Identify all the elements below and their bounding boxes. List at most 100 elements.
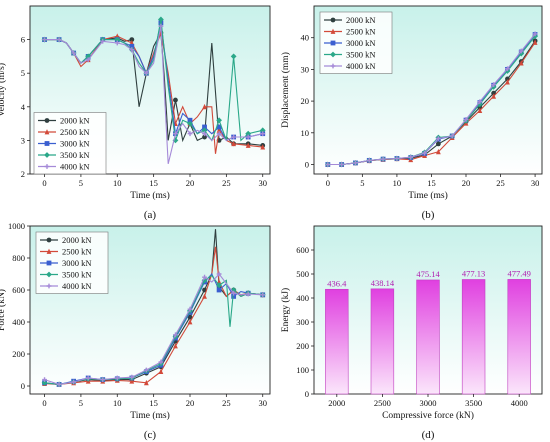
data-point [42, 37, 47, 42]
displacement-chart: 0 10 20 30 40 0 5 10 15 20 25 30 Time (ms) Displaceme… [280, 5, 543, 221]
series-5 [42, 271, 266, 387]
bar-value-label: 436.4 [327, 278, 347, 288]
data-point [216, 271, 222, 277]
x-tick-label: 0 [326, 178, 330, 188]
x-tick-label: 5 [79, 398, 83, 408]
bar-4000 [507, 279, 531, 395]
data-point [259, 127, 266, 134]
data-point [129, 378, 135, 384]
data-point [491, 93, 497, 99]
y-tick-label: 0 [305, 389, 309, 399]
y-tick-label: 3 [21, 135, 25, 145]
data-point [173, 131, 178, 137]
x-axis-label: Compressive force (kN) [382, 410, 474, 421]
series-line-5 [327, 33, 536, 166]
data-point [187, 314, 193, 320]
data-point [187, 306, 193, 312]
y-tick-label: 10 [301, 128, 310, 138]
panel-label: (b) [422, 209, 435, 221]
data-point [56, 37, 62, 42]
y-tick-label: 2 [21, 169, 25, 179]
x-tick-label: 15 [149, 178, 158, 188]
bar-2000 [325, 288, 349, 395]
legend-marker-2 [46, 248, 52, 254]
data-point [158, 359, 164, 365]
data-point [505, 66, 510, 72]
data-point [505, 79, 510, 85]
y-tick-label: 40 [301, 33, 310, 43]
legend-marker-2 [330, 28, 336, 34]
data-point [476, 101, 483, 108]
data-point [260, 292, 266, 298]
legend-label-4: 3500 kN [346, 50, 376, 60]
data-point [85, 57, 91, 63]
x-axis-label: Time (ms) [130, 190, 170, 201]
data-point [449, 133, 455, 139]
y-tick-label: 4 [21, 102, 26, 112]
data-point [325, 162, 331, 167]
legend-label-5: 4000 kN [346, 61, 376, 71]
data-point [532, 31, 538, 37]
data-point [41, 379, 48, 386]
data-point [143, 367, 149, 373]
data-point [216, 124, 222, 130]
y-tick-label: 400 [12, 317, 25, 327]
data-point [85, 375, 91, 381]
plot-frame [313, 5, 543, 175]
data-point [202, 293, 207, 299]
x-tick-label: 25 [496, 178, 505, 188]
bar-value-label: 477.13 [462, 268, 485, 278]
legend-label-5: 4000 kN [62, 281, 92, 291]
data-point [245, 142, 251, 148]
legend-marker-5 [330, 63, 336, 69]
data-point [435, 141, 441, 147]
data-point [158, 16, 164, 23]
data-point [230, 287, 237, 293]
data-point [114, 36, 121, 43]
data-point [100, 377, 106, 382]
data-point [532, 39, 538, 45]
y-axis-label: Force (kN) [0, 289, 7, 331]
bar-3000 [416, 279, 440, 395]
legend-label-3: 3000 kN [60, 139, 90, 149]
data-point [435, 136, 441, 141]
legend-marker-1 [44, 118, 50, 123]
data-point [42, 377, 47, 382]
data-point [201, 127, 208, 134]
legend-marker-3 [330, 40, 336, 46]
y-tick-label: 100 [296, 365, 309, 375]
data-point [216, 287, 222, 293]
data-point [202, 134, 207, 140]
data-point [260, 144, 266, 150]
data-point [173, 97, 178, 103]
data-point [380, 156, 386, 162]
y-tick-label: 6 [21, 35, 25, 45]
bar-2500 [370, 288, 395, 395]
x-tick-label: 20 [186, 398, 195, 408]
x-axis-label: Time (ms) [408, 190, 448, 201]
data-point [231, 294, 237, 299]
legend-marker-4 [46, 271, 52, 278]
data-point [187, 319, 193, 325]
x-tick-label: 30 [258, 398, 267, 408]
legend-marker-4 [330, 51, 336, 58]
data-point [202, 103, 207, 110]
data-point [231, 290, 237, 296]
legend-label-4: 3500 kN [62, 270, 92, 280]
data-point [408, 154, 414, 160]
data-point [339, 162, 345, 167]
data-point [173, 332, 178, 338]
x-tick-label: 10 [393, 178, 402, 188]
x-tick-label: 10 [113, 398, 122, 408]
y-tick-label: 500 [296, 269, 309, 279]
legend-label-4: 3500 kN [60, 150, 90, 160]
y-tick-label: 200 [296, 341, 309, 351]
x-tick-label: 25 [222, 178, 231, 188]
data-point [216, 131, 222, 137]
x-tick-label: 15 [149, 398, 158, 408]
data-point [518, 60, 524, 66]
data-point [230, 53, 237, 60]
data-point [100, 38, 106, 44]
legend-label-1: 2000 kN [346, 15, 376, 25]
x-tick-label: 25 [222, 398, 231, 408]
